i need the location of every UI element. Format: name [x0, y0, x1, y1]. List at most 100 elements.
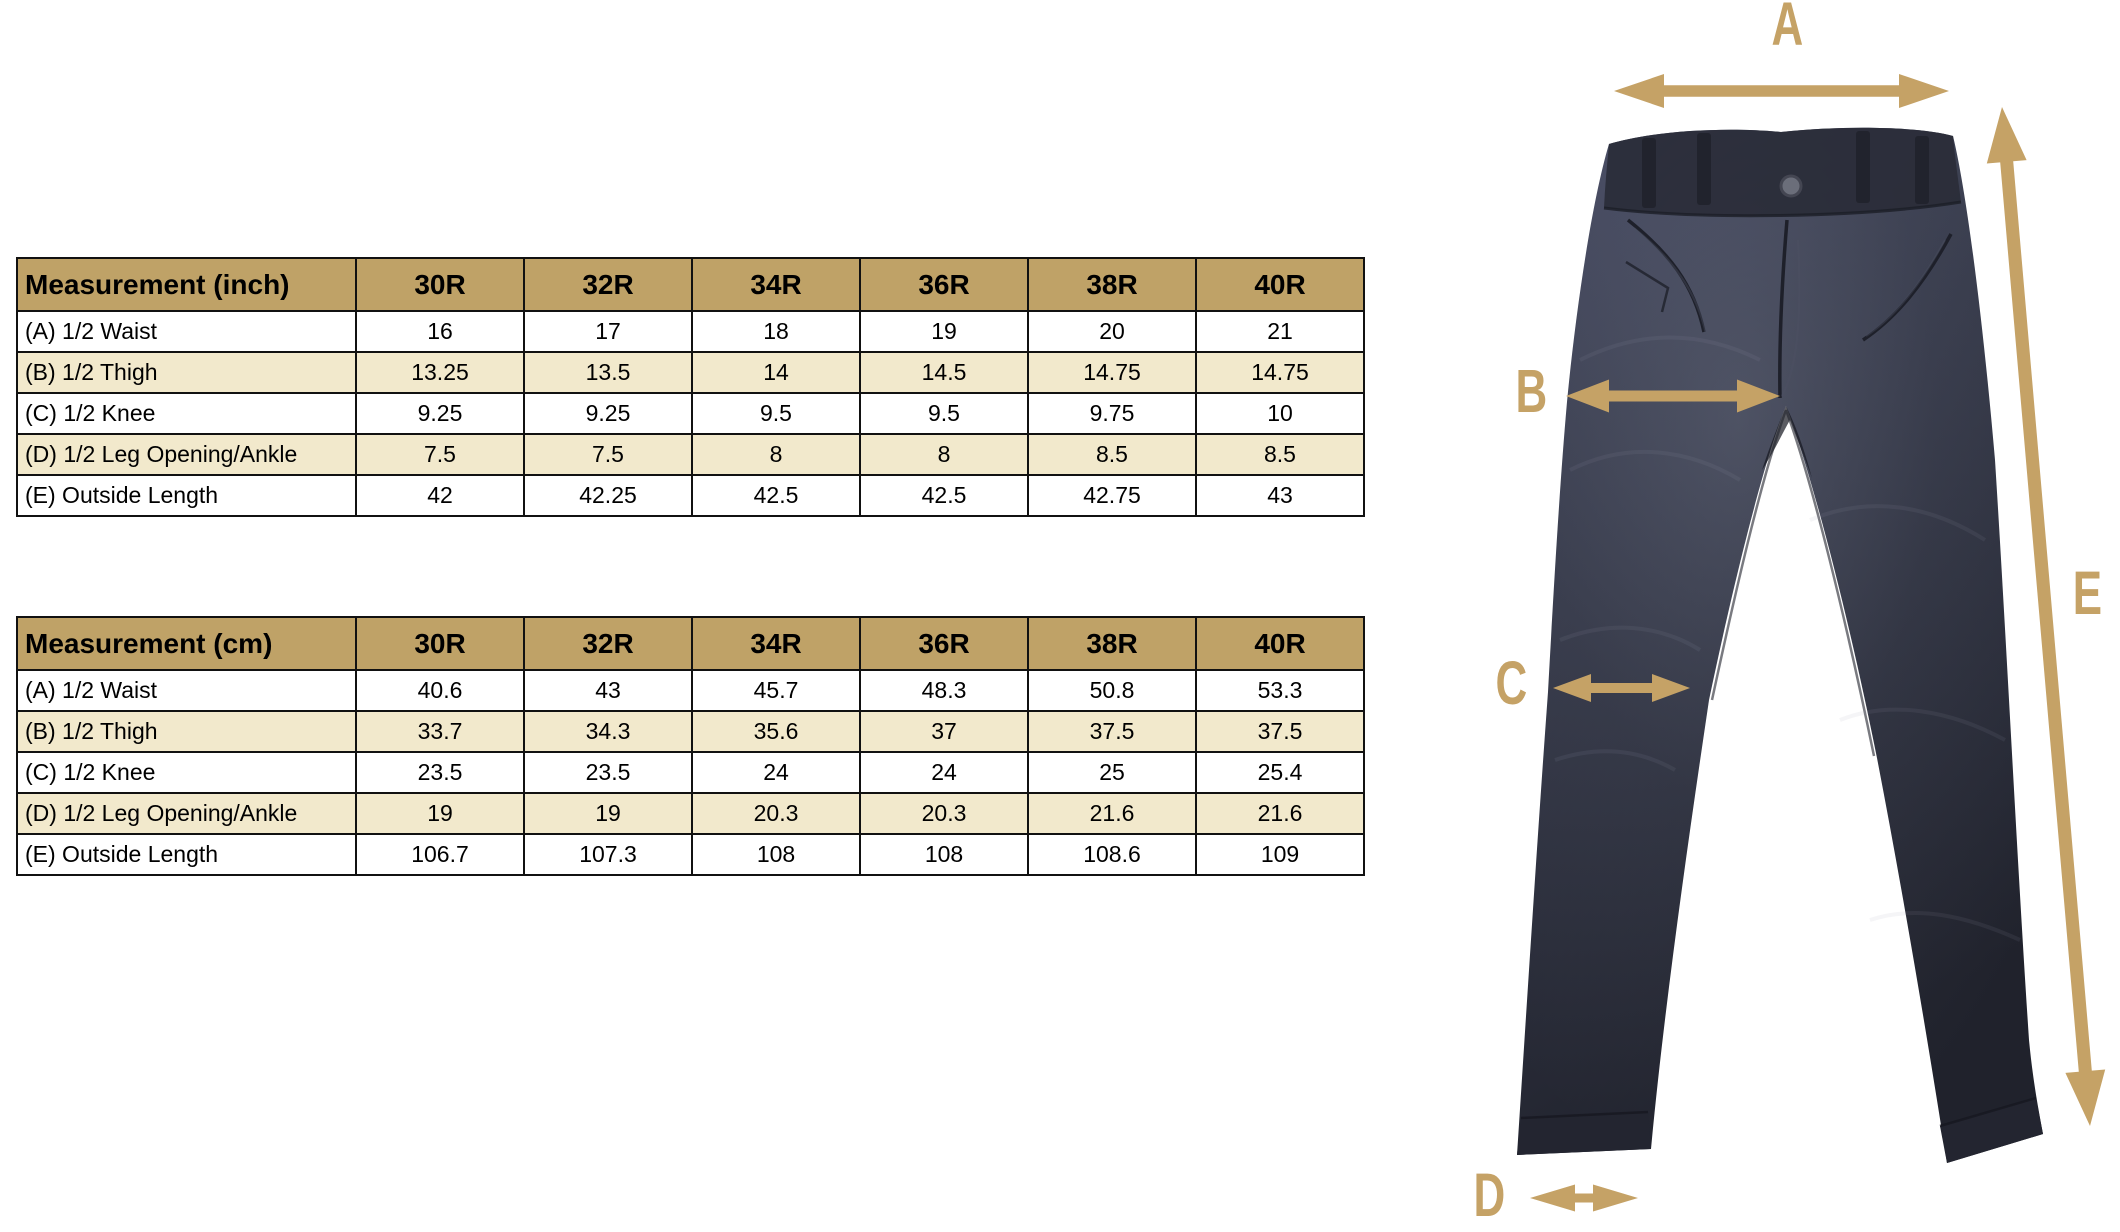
header-measurement-inch: Measurement (inch) — [16, 257, 357, 312]
cell: 37.5 — [1027, 710, 1197, 753]
table-row: (E) Outside Length 42 42.25 42.5 42.5 42… — [16, 474, 1365, 517]
cell: 42.25 — [523, 474, 693, 517]
cell: 14 — [691, 351, 861, 394]
cell: 8 — [859, 433, 1029, 476]
header-size-34r: 34R — [691, 257, 861, 312]
cell: 35.6 — [691, 710, 861, 753]
cell: 53.3 — [1195, 669, 1365, 712]
row-label: (E) Outside Length — [16, 833, 357, 876]
arrow-d-leg-opening — [1530, 1184, 1638, 1212]
cell: 24 — [691, 751, 861, 794]
row-label: (E) Outside Length — [16, 474, 357, 517]
cell: 19 — [355, 792, 525, 835]
arrow-e-outside-length — [1986, 107, 2106, 1126]
row-label: (B) 1/2 Thigh — [16, 351, 357, 394]
cell: 21 — [1195, 310, 1365, 353]
jeans-silhouette — [1517, 127, 2043, 1164]
size-table-inch: Measurement (inch) 30R 32R 34R 36R 38R 4… — [16, 257, 1365, 517]
cell: 42.75 — [1027, 474, 1197, 517]
header-size-32r: 32R — [523, 257, 693, 312]
cell: 50.8 — [1027, 669, 1197, 712]
cell: 45.7 — [691, 669, 861, 712]
jeans-left-hem — [1517, 1112, 1651, 1155]
header-size-32r: 32R — [523, 616, 693, 671]
label-e: E — [2072, 559, 2102, 627]
cell: 37 — [859, 710, 1029, 753]
jeans-photo — [1517, 74, 2106, 1212]
cell: 9.75 — [1027, 392, 1197, 435]
header-size-38r: 38R — [1027, 257, 1197, 312]
cell: 8.5 — [1195, 433, 1365, 476]
table-row: (B) 1/2 Thigh 13.25 13.5 14 14.5 14.75 1… — [16, 351, 1365, 394]
cell: 23.5 — [523, 751, 693, 794]
cell: 19 — [859, 310, 1029, 353]
cell: 9.25 — [523, 392, 693, 435]
header-size-36r: 36R — [859, 616, 1029, 671]
label-a: A — [1771, 0, 1803, 58]
cell: 42.5 — [691, 474, 861, 517]
header-size-36r: 36R — [859, 257, 1029, 312]
label-d: D — [1473, 1161, 1505, 1229]
cell: 20 — [1027, 310, 1197, 353]
jeans-waistband — [1604, 127, 1961, 216]
table-row: (A) 1/2 Waist 16 17 18 19 20 21 — [16, 310, 1365, 353]
arrow-a-waist — [1614, 74, 1949, 108]
cell: 40.6 — [355, 669, 525, 712]
cell: 23.5 — [355, 751, 525, 794]
cell: 42.5 — [859, 474, 1029, 517]
cell: 42 — [355, 474, 525, 517]
cell: 43 — [1195, 474, 1365, 517]
table-row: (E) Outside Length 106.7 107.3 108 108 1… — [16, 833, 1365, 876]
cell: 25.4 — [1195, 751, 1365, 794]
cell: 21.6 — [1027, 792, 1197, 835]
cell: 7.5 — [355, 433, 525, 476]
jeans-right-pocket-seam — [1862, 233, 1953, 342]
cell: 109 — [1195, 833, 1365, 876]
cell: 7.5 — [523, 433, 693, 476]
row-label: (A) 1/2 Waist — [16, 310, 357, 353]
cell: 14.75 — [1195, 351, 1365, 394]
cell: 10 — [1195, 392, 1365, 435]
row-label: (B) 1/2 Thigh — [16, 710, 357, 753]
cell: 9.25 — [355, 392, 525, 435]
header-size-30r: 30R — [355, 616, 525, 671]
label-c: C — [1495, 649, 1527, 717]
cell: 14.5 — [859, 351, 1029, 394]
row-label: (D) 1/2 Leg Opening/Ankle — [16, 433, 357, 476]
jeans-left-pocket-seam — [1626, 218, 1706, 333]
cell: 13.5 — [523, 351, 693, 394]
arrow-c-knee — [1553, 674, 1690, 702]
jeans-fly-seam — [1778, 219, 1789, 399]
header-size-40r: 40R — [1195, 616, 1365, 671]
header-size-30r: 30R — [355, 257, 525, 312]
cell: 20.3 — [859, 792, 1029, 835]
cell: 107.3 — [523, 833, 693, 876]
cell: 108 — [859, 833, 1029, 876]
cell: 21.6 — [1195, 792, 1365, 835]
row-label: (D) 1/2 Leg Opening/Ankle — [16, 792, 357, 835]
row-label: (C) 1/2 Knee — [16, 751, 357, 794]
cell: 17 — [523, 310, 693, 353]
size-table-cm: Measurement (cm) 30R 32R 34R 36R 38R 40R… — [16, 616, 1365, 876]
table-row: (D) 1/2 Leg Opening/Ankle 7.5 7.5 8 8 8.… — [16, 433, 1365, 476]
cell: 9.5 — [859, 392, 1029, 435]
header-size-40r: 40R — [1195, 257, 1365, 312]
header-size-38r: 38R — [1027, 616, 1197, 671]
table-row: (A) 1/2 Waist 40.6 43 45.7 48.3 50.8 53.… — [16, 669, 1365, 712]
cell: 13.25 — [355, 351, 525, 394]
cell: 34.3 — [523, 710, 693, 753]
header-size-34r: 34R — [691, 616, 861, 671]
table-row: (C) 1/2 Knee 9.25 9.25 9.5 9.5 9.75 10 — [16, 392, 1365, 435]
table-row: (C) 1/2 Knee 23.5 23.5 24 24 25 25.4 — [16, 751, 1365, 794]
row-label: (A) 1/2 Waist — [16, 669, 357, 712]
table-row: (B) 1/2 Thigh 33.7 34.3 35.6 37 37.5 37.… — [16, 710, 1365, 753]
cell: 24 — [859, 751, 1029, 794]
cell: 48.3 — [859, 669, 1029, 712]
cell: 8.5 — [1027, 433, 1197, 476]
cell: 108.6 — [1027, 833, 1197, 876]
table-row: (D) 1/2 Leg Opening/Ankle 19 19 20.3 20.… — [16, 792, 1365, 835]
cell: 19 — [523, 792, 693, 835]
jeans-button — [1779, 174, 1803, 198]
jeans-belt-loops — [1642, 131, 1929, 208]
